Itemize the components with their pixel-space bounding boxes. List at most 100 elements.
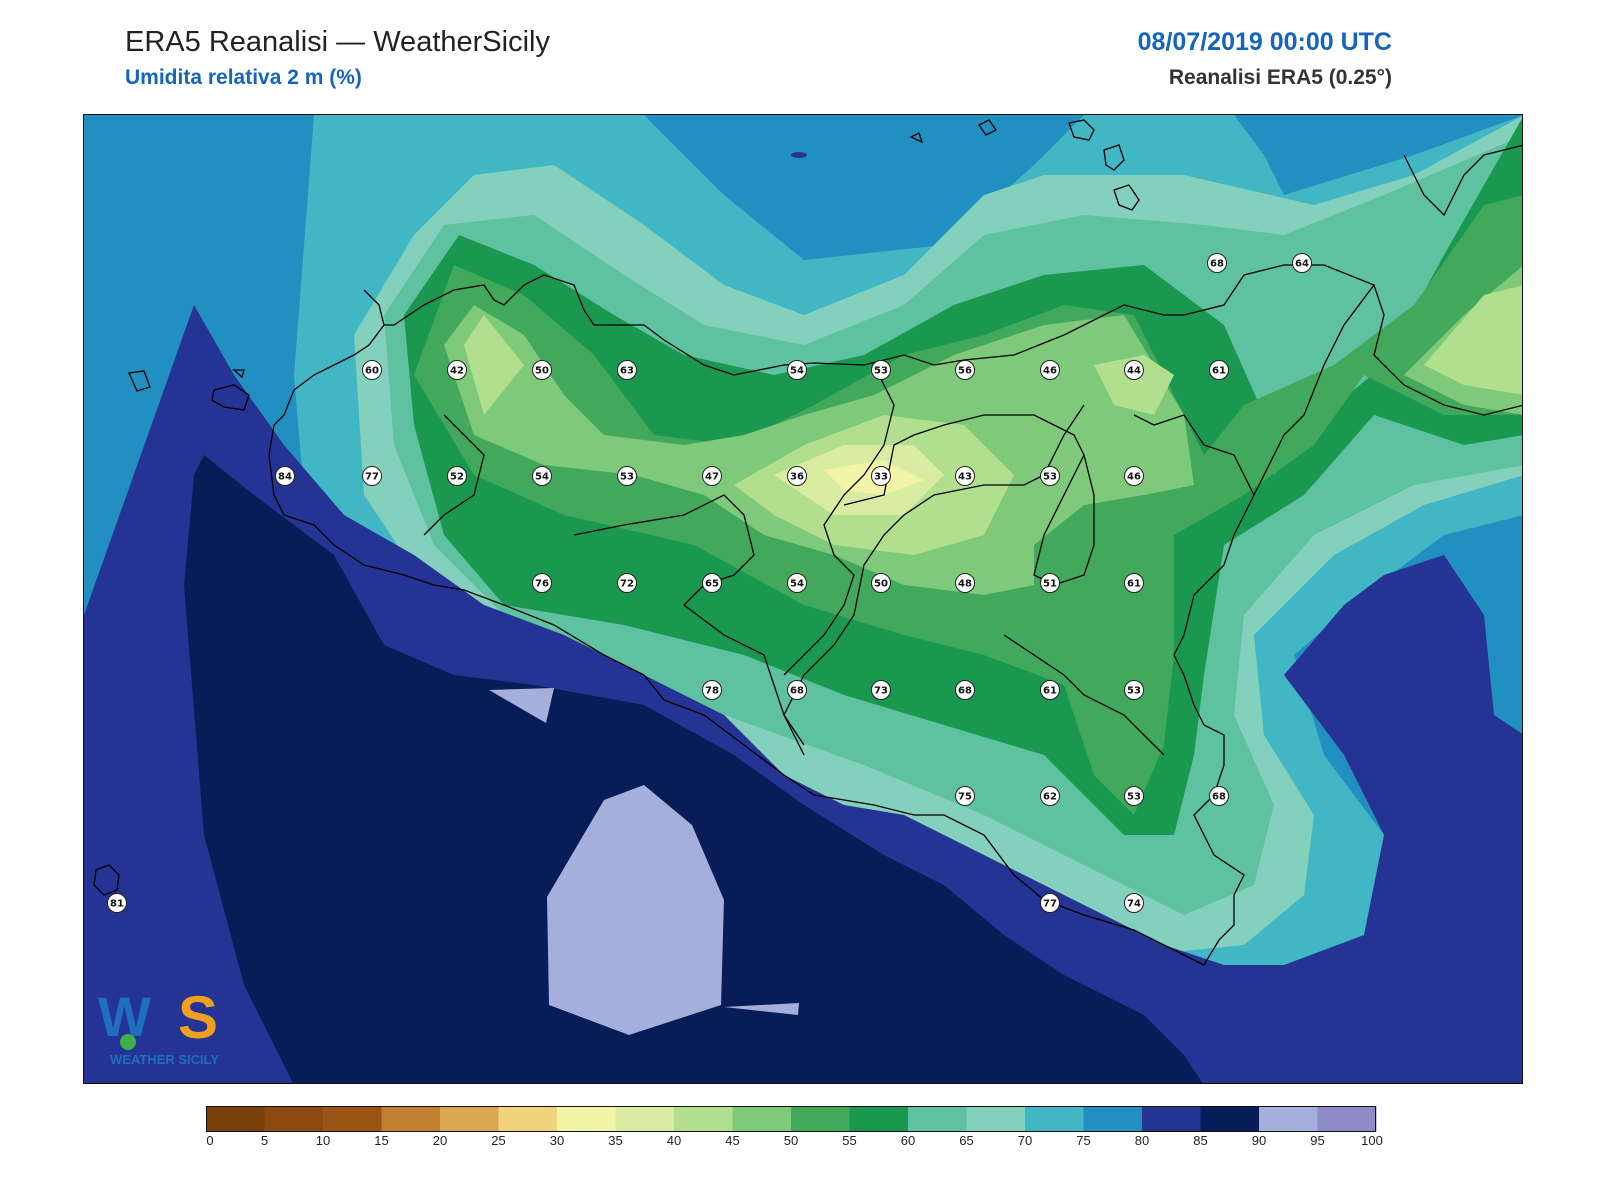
colorbar-segment (381, 1106, 441, 1132)
station-value: 68 (1210, 259, 1224, 270)
colorbar-segment (206, 1106, 265, 1132)
station-marker: 53 (1124, 786, 1144, 806)
colorbar-segment (1142, 1106, 1201, 1132)
station-marker: 54 (532, 466, 552, 486)
station-value: 61 (1043, 686, 1057, 697)
colorbar-tick-label: 35 (608, 1133, 622, 1146)
colorbar-tick-label: 80 (1135, 1133, 1149, 1146)
station-marker: 53 (871, 360, 891, 380)
station-value: 77 (365, 472, 379, 483)
colorbar-tick-label: 20 (433, 1133, 447, 1146)
station-value: 61 (1212, 366, 1226, 377)
station-value: 53 (1043, 472, 1057, 483)
colorbar: 0 5 10 15 20 25 30 35 40 45 50 55 60 65 70 75 80 85 90 95 10… (206, 1106, 1416, 1151)
colorbar-scale: 0 5 10 15 20 25 30 35 40 45 50 55 60 65 70 75 80 85 90 95 10… (206, 1106, 1383, 1148)
station-marker: 61 (1209, 360, 1229, 380)
station-value: 68 (1212, 792, 1226, 803)
station-markers: 60 42 50 63 54 53 56 46 44 61 68 64 84 77 52 54 53 47 36 33… (107, 253, 1312, 913)
station-value: 36 (790, 472, 804, 483)
station-value: 64 (1295, 259, 1309, 270)
station-value: 54 (790, 366, 804, 377)
colorbar-segment (323, 1106, 382, 1132)
field-85-90 (184, 455, 1203, 1083)
field-90-95-sliver (724, 1003, 799, 1015)
station-marker: 68 (955, 680, 975, 700)
station-marker: 61 (1124, 573, 1144, 593)
station-value: 77 (1043, 899, 1057, 910)
station-value: 56 (958, 366, 972, 377)
colorbar-tick-label: 90 (1252, 1133, 1266, 1146)
station-value: 62 (1043, 792, 1057, 803)
colorbar-tick-label: 60 (901, 1133, 915, 1146)
map-source: Reanalisi ERA5 (0.25°) (1168, 66, 1392, 89)
station-marker: 48 (955, 573, 975, 593)
field-90-95-patch (489, 688, 554, 723)
station-value: 73 (874, 686, 888, 697)
station-marker: 53 (617, 466, 637, 486)
colorbar-segment (498, 1106, 558, 1132)
station-value: 46 (1127, 472, 1141, 483)
station-value: 43 (958, 472, 972, 483)
station-value: 68 (958, 686, 972, 697)
station-marker: 74 (1124, 893, 1144, 913)
field-80-85-blob (791, 152, 807, 158)
map-datetime: 08/07/2019 00:00 UTC (1137, 28, 1392, 56)
station-value: 63 (620, 366, 634, 377)
station-marker: 53 (1040, 466, 1060, 486)
station-value: 81 (110, 899, 124, 910)
map-subtitle: Umidita relativa 2 m (%) (125, 66, 362, 89)
station-marker: 81 (107, 893, 127, 913)
station-value: 65 (705, 579, 719, 590)
station-marker: 53 (1124, 680, 1144, 700)
humidity-field: 60 42 50 63 54 53 56 46 44 61 68 64 84 77 52 54 53 47 36 33… (84, 115, 1522, 1083)
station-marker: 33 (871, 466, 891, 486)
station-marker: 61 (1040, 680, 1060, 700)
station-value: 53 (620, 472, 634, 483)
station-marker: 50 (532, 360, 552, 380)
station-value: 46 (1043, 366, 1057, 377)
station-value: 74 (1127, 899, 1141, 910)
station-value: 54 (790, 579, 804, 590)
station-marker: 68 (1209, 786, 1229, 806)
station-value: 50 (874, 579, 888, 590)
colorbar-tick-label: 55 (842, 1133, 856, 1146)
station-value: 53 (1127, 686, 1141, 697)
svg-text:S: S (178, 984, 218, 1051)
station-marker: 65 (702, 573, 722, 593)
colorbar-segment (732, 1106, 792, 1132)
station-marker: 62 (1040, 786, 1060, 806)
colorbar-segment (908, 1106, 967, 1132)
colorbar-tick-label: 40 (667, 1133, 681, 1146)
station-marker: 77 (362, 466, 382, 486)
station-value: 50 (535, 366, 549, 377)
station-value: 76 (535, 579, 549, 590)
station-marker: 50 (871, 573, 891, 593)
station-marker: 84 (275, 466, 295, 486)
colorbar-segment (440, 1106, 499, 1132)
station-value: 53 (1127, 792, 1141, 803)
station-value: 54 (535, 472, 549, 483)
station-marker: 76 (532, 573, 552, 593)
station-marker: 46 (1124, 466, 1144, 486)
colorbar-tick-label: 45 (725, 1133, 739, 1146)
map-title: ERA5 Reanalisi — WeatherSicily (125, 26, 550, 58)
station-marker: 44 (1124, 360, 1144, 380)
colorbar-tick-label: 0 (206, 1133, 213, 1146)
station-value: 44 (1127, 366, 1141, 377)
station-marker: 51 (1040, 573, 1060, 593)
station-marker: 54 (787, 360, 807, 380)
station-marker: 60 (362, 360, 382, 380)
station-marker: 75 (955, 786, 975, 806)
colorbar-segment (1317, 1106, 1377, 1132)
station-value: 60 (365, 366, 379, 377)
station-marker: 64 (1292, 253, 1312, 273)
station-value: 48 (958, 579, 972, 590)
colorbar-segment (264, 1106, 324, 1132)
station-marker: 43 (955, 466, 975, 486)
colorbar-tick-label: 25 (491, 1133, 505, 1146)
station-marker: 56 (955, 360, 975, 380)
station-value: 53 (874, 366, 888, 377)
station-value: 51 (1043, 579, 1057, 590)
colorbar-segment (1025, 1106, 1084, 1132)
colorbar-segment (849, 1106, 909, 1132)
